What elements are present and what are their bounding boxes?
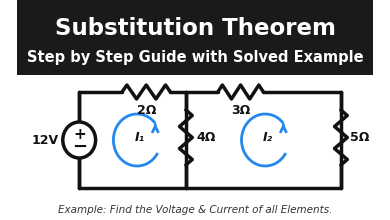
Text: −: − bbox=[73, 138, 88, 156]
Text: +: + bbox=[74, 126, 87, 141]
Text: I₂: I₂ bbox=[263, 130, 273, 143]
Text: 2Ω: 2Ω bbox=[136, 104, 156, 117]
Text: 4Ω: 4Ω bbox=[197, 131, 216, 144]
Text: Example: Find the Voltage & Current of all Elements.: Example: Find the Voltage & Current of a… bbox=[58, 205, 332, 215]
Text: I₁: I₁ bbox=[135, 130, 145, 143]
Text: 5Ω: 5Ω bbox=[350, 131, 369, 144]
Circle shape bbox=[63, 122, 96, 158]
Text: Step by Step Guide with Solved Example: Step by Step Guide with Solved Example bbox=[27, 50, 363, 64]
Text: 3Ω: 3Ω bbox=[231, 104, 250, 117]
Text: 12V: 12V bbox=[32, 134, 59, 147]
FancyBboxPatch shape bbox=[17, 0, 373, 75]
Text: Substitution Theorem: Substitution Theorem bbox=[55, 16, 335, 40]
